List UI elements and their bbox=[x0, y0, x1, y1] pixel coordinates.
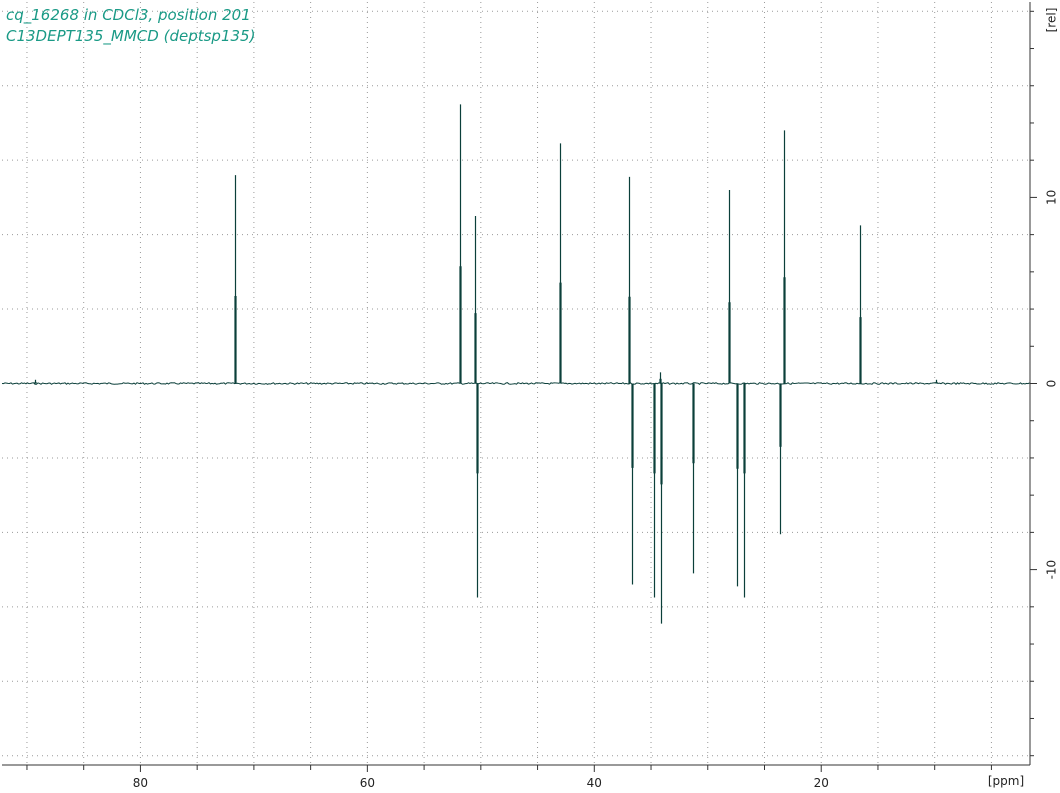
x-axis: 80 60 40 20 bbox=[26, 765, 992, 790]
y-axis: 10 0 -10 bbox=[1030, 10, 1059, 757]
y-axis-label: [rel] bbox=[1045, 8, 1059, 33]
y-tick-label: 0 bbox=[1045, 380, 1059, 388]
x-tick-label: 80 bbox=[133, 776, 148, 790]
x-tick-label: 20 bbox=[814, 776, 829, 790]
y-tick-label: 10 bbox=[1045, 190, 1059, 205]
spectrum-baseline bbox=[1, 382, 1030, 385]
grid-lines bbox=[2, 2, 1030, 765]
spectrum-trace bbox=[1, 104, 1030, 624]
x-tick-label: 60 bbox=[360, 776, 375, 790]
y-tick-label: -10 bbox=[1045, 560, 1059, 580]
x-tick-label: 40 bbox=[587, 776, 602, 790]
x-axis-label: [ppm] bbox=[988, 774, 1024, 788]
spectrum-title-line-2: C13DEPT135_MMCD (deptsp135) bbox=[6, 27, 256, 45]
spectrum-title-line-1: cq_16268 in CDCl3, position 201 bbox=[6, 6, 251, 24]
